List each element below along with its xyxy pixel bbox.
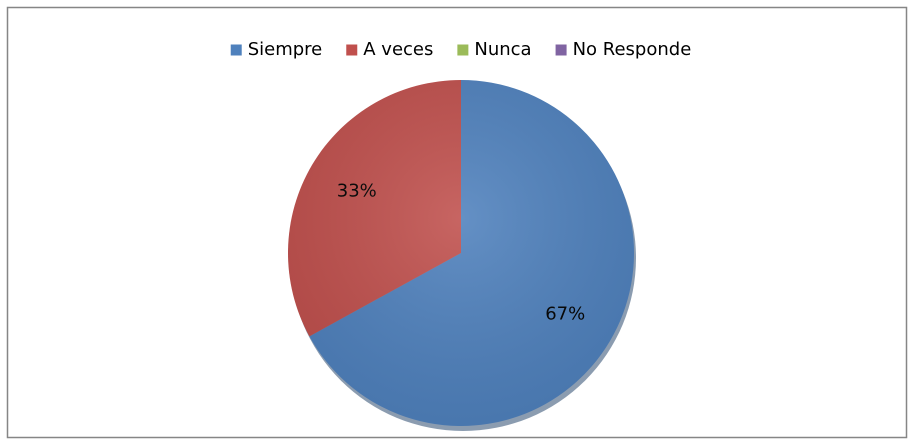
legend: Siempre A veces Nunca No Responde (230, 39, 692, 60)
legend-swatch (346, 44, 358, 56)
legend-swatch (457, 44, 469, 56)
legend-swatch (230, 44, 242, 56)
legend-label: A veces (363, 39, 433, 60)
legend-label: No Responde (573, 39, 692, 60)
legend-swatch (555, 44, 567, 56)
slices: 67% 33% (288, 80, 634, 427)
legend-label: Siempre (248, 39, 323, 60)
data-label: 67% (545, 304, 585, 325)
legend-label: Nunca (474, 39, 531, 60)
data-label: 33% (337, 180, 377, 201)
